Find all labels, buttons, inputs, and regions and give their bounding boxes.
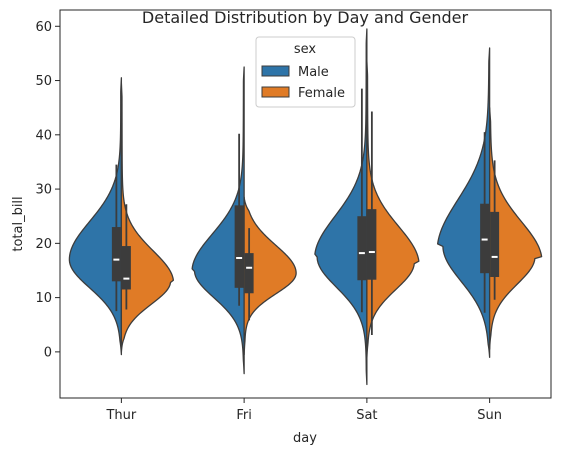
violin-female-sun: [488, 107, 543, 350]
plot-area: [68, 28, 543, 386]
iqr-box-male-sat: [357, 216, 367, 281]
iqr-box-male-fri: [234, 205, 244, 288]
y-tick-label: 60: [35, 20, 52, 35]
violin-female-fri: [243, 196, 297, 356]
iqr-box-male-thur: [111, 227, 121, 282]
x-axis: Thur Fri Sat Sun: [105, 398, 502, 423]
legend-label-male: Male: [298, 65, 329, 80]
y-tick-label: 40: [35, 128, 52, 143]
plot-frame: [59, 9, 552, 399]
violin-female-sat: [366, 60, 420, 358]
violin-male-sun: [436, 47, 491, 358]
y-tick-label: 0: [44, 345, 52, 360]
y-tick-label: 50: [35, 74, 52, 89]
x-tick-label: Fri: [236, 408, 252, 423]
iqr-box-female-sun: [490, 211, 500, 277]
y-tick-label: 30: [35, 183, 52, 198]
iqr-box-female-thur: [121, 246, 131, 290]
y-axis-label: total_bill: [11, 196, 26, 251]
violin-male-sat: [314, 28, 368, 386]
x-tick-label: Sat: [356, 408, 377, 423]
x-axis-label: day: [293, 431, 317, 446]
x-tick-label: Sun: [477, 408, 502, 423]
legend-title: sex: [294, 42, 317, 57]
violin-male-fri: [191, 66, 245, 375]
x-tick-label: Thur: [105, 408, 136, 423]
iqr-box-female-fri: [244, 253, 254, 294]
y-tick-label: 20: [35, 237, 52, 252]
iqr-box-male-sun: [480, 203, 490, 274]
iqr-box-female-sat: [367, 209, 377, 280]
chart-title: Detailed Distribution by Day and Gender: [142, 8, 469, 27]
legend-swatch-female: [261, 86, 290, 98]
legend-swatch-male: [261, 65, 290, 77]
violin-male-thur: [68, 77, 123, 356]
y-axis: 0 10 20 30 40 50 60: [35, 20, 60, 360]
violin-female-thur: [120, 82, 175, 353]
legend-label-female: Female: [298, 86, 345, 101]
y-tick-label: 10: [35, 291, 52, 306]
legend: sex Male Female: [255, 36, 356, 108]
